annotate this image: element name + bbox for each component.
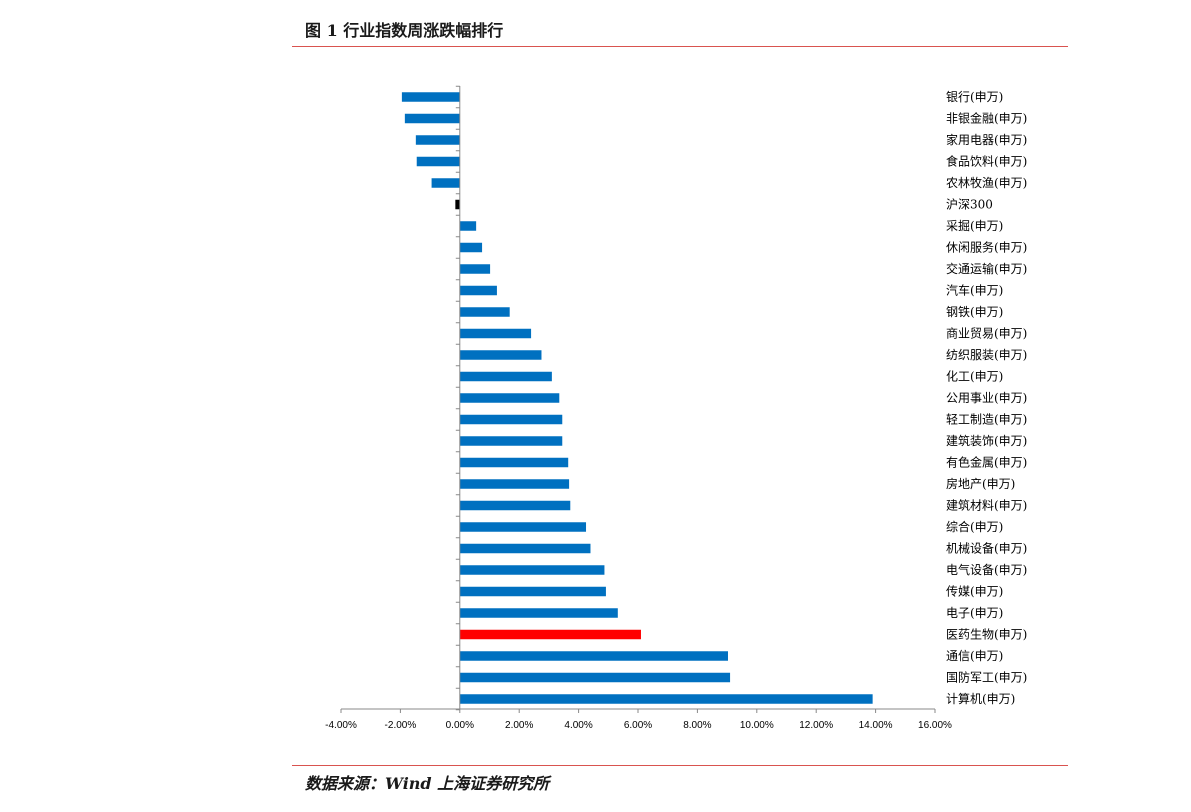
category-label-6: 沪深300 xyxy=(946,198,993,212)
category-label-16: 轻工制造(申万) xyxy=(946,413,1027,427)
x-tick-label-4: 4.00% xyxy=(564,720,592,731)
bar-12 xyxy=(459,328,532,339)
bar-26 xyxy=(459,629,641,640)
category-label-11: 钢铁(申万) xyxy=(946,305,1003,319)
x-tick-label-0: -4.00% xyxy=(325,720,357,731)
bar-8 xyxy=(459,242,483,253)
bar-11 xyxy=(459,307,510,317)
bar-15 xyxy=(459,393,560,403)
category-label-1: 银行(申万) xyxy=(946,90,1003,104)
title-divider xyxy=(292,46,1068,47)
bar-13 xyxy=(459,350,542,360)
category-label-28: 国防军工(申万) xyxy=(946,670,1027,685)
bar-5 xyxy=(431,178,460,188)
category-label-14: 化工(申万) xyxy=(946,370,1003,384)
category-label-26: 医药生物(申万) xyxy=(946,628,1027,642)
category-label-7: 采掘(申万) xyxy=(946,218,1003,233)
bar-23 xyxy=(459,565,605,575)
category-label-19: 房地产(申万) xyxy=(946,476,1015,491)
bar-28 xyxy=(459,672,731,683)
x-tick-label-5: 6.00% xyxy=(624,720,652,731)
category-label-9: 交通运输(申万) xyxy=(946,261,1027,276)
bar-7 xyxy=(459,221,477,231)
category-label-5: 农林牧渔(申万) xyxy=(946,176,1027,190)
x-tick-label-3: 2.00% xyxy=(505,720,533,731)
category-label-29: 计算机(申万) xyxy=(946,691,1015,706)
bar-20 xyxy=(459,500,571,511)
bar-25 xyxy=(459,608,618,618)
category-label-22: 机械设备(申万) xyxy=(946,541,1027,556)
x-tick-label-8: 12.00% xyxy=(799,720,833,731)
bar-27 xyxy=(459,651,728,661)
category-label-27: 通信(申万) xyxy=(946,649,1003,663)
bar-10 xyxy=(459,285,497,296)
category-label-23: 电气设备(申万) xyxy=(946,562,1027,577)
bar-9 xyxy=(459,264,491,274)
source-note: 数据来源：Wind 上海证券研究所 xyxy=(305,774,550,793)
bar-3 xyxy=(415,135,460,145)
category-label-17: 建筑装饰(申万) xyxy=(946,433,1027,448)
bars-group xyxy=(401,92,873,704)
axes-group: -4.00% -2.00% 0.00% 2.00% 4.00% 6.00% 8.00% 10.… xyxy=(325,85,952,731)
x-tick-label-6: 8.00% xyxy=(683,720,711,731)
bar-21 xyxy=(459,522,587,532)
bar-18 xyxy=(459,457,569,468)
bar-24 xyxy=(459,586,606,597)
bar-29 xyxy=(459,694,873,704)
category-label-18: 有色金属(申万) xyxy=(946,455,1027,470)
x-tick-label-1: -2.00% xyxy=(385,720,417,731)
bar-6 xyxy=(455,199,460,210)
bar-22 xyxy=(459,543,591,554)
x-tick-label-2: 0.00% xyxy=(446,720,474,731)
category-label-21: 综合(申万) xyxy=(946,519,1003,534)
category-labels-group: 银行(申万) 非银金融(申万) 家用电器(申万) 食品饮料(申万) 农林牧渔(申万) 沪深… xyxy=(946,90,1027,706)
bar-14 xyxy=(459,371,552,382)
x-tick-label-9: 14.00% xyxy=(859,720,893,731)
bar-4 xyxy=(416,156,460,167)
category-label-8: 休闲服务(申万) xyxy=(946,240,1027,255)
category-label-12: 商业贸易(申万) xyxy=(946,326,1027,341)
category-label-10: 汽车(申万) xyxy=(946,283,1003,298)
bar-19 xyxy=(459,479,570,489)
category-label-25: 电子(申万) xyxy=(946,606,1003,620)
category-label-3: 家用电器(申万) xyxy=(946,132,1027,147)
bar-1 xyxy=(401,92,460,102)
category-label-4: 食品饮料(申万) xyxy=(946,154,1027,169)
category-label-15: 公用事业(申万) xyxy=(946,391,1027,405)
bar-16 xyxy=(459,414,563,425)
category-label-20: 建筑材料(申万) xyxy=(946,498,1027,513)
x-tick-label-7: 10.00% xyxy=(740,720,774,731)
source-divider xyxy=(292,765,1068,766)
category-label-24: 传媒(申万) xyxy=(946,584,1003,599)
figure-title: 图 1 行业指数周涨跌幅排行 xyxy=(305,21,504,40)
bar-2 xyxy=(404,113,460,124)
category-label-13: 纺织服装(申万) xyxy=(946,348,1027,362)
bar-17 xyxy=(459,436,563,446)
x-tick-label-10: 16.00% xyxy=(918,720,952,731)
category-label-2: 非银金融(申万) xyxy=(946,111,1027,126)
